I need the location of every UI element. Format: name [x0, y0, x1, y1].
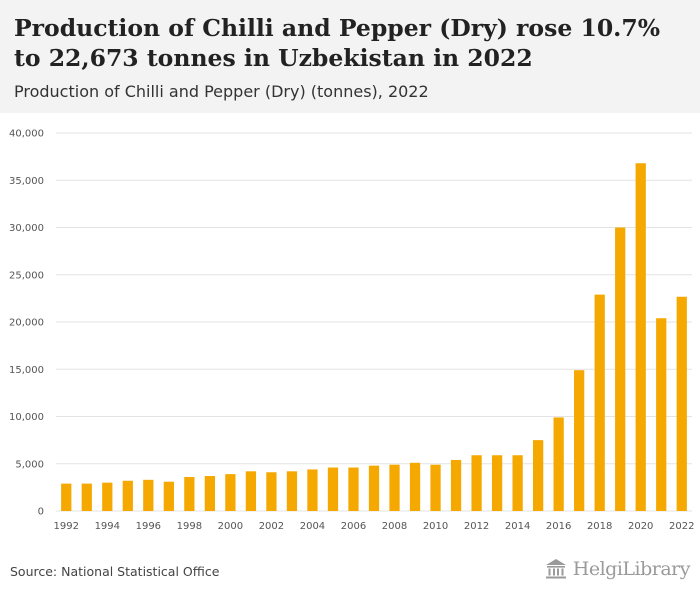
y-tick-label: 10,000 [9, 412, 44, 423]
bar-1994 [102, 482, 113, 511]
grid-lines [56, 132, 692, 512]
bar-2002 [266, 472, 277, 511]
bar-2021 [656, 318, 667, 511]
x-tick-label: 2012 [464, 521, 489, 532]
bar-1995 [122, 480, 133, 511]
bar-2016 [553, 417, 564, 511]
chart-footer: Source: National Statistical Office Helg… [0, 554, 700, 590]
bar-2020 [635, 163, 646, 512]
bar-1998 [184, 476, 195, 511]
bar-2001 [245, 471, 257, 511]
y-tick-label: 0 [38, 507, 44, 518]
bar-2011 [450, 459, 462, 511]
chart-header: Production of Chilli and Pepper (Dry) ro… [0, 0, 700, 113]
y-tick-label: 15,000 [9, 365, 44, 376]
y-tick-label: 40,000 [9, 129, 44, 140]
bar-2012 [471, 455, 482, 511]
y-axis-tick-labels: 0 5,000 10,000 15,000 20,000 25,000 30,000 35,0… [9, 129, 44, 518]
bar-2019 [615, 227, 626, 511]
x-tick-label: 1994 [95, 521, 120, 532]
y-tick-label: 30,000 [9, 223, 44, 234]
bar-2004 [307, 469, 318, 511]
brand-logo: HelgiLibrary [544, 558, 691, 580]
x-tick-label: 2020 [628, 521, 653, 532]
x-tick-label: 1998 [177, 521, 202, 532]
chart-subtitle: Production of Chilli and Pepper (Dry) (t… [14, 82, 429, 101]
bar-2000 [225, 474, 236, 511]
x-tick-label: 2000 [218, 521, 243, 532]
bar-1996 [143, 479, 154, 511]
bar-2010 [430, 464, 441, 511]
library-building-icon [544, 558, 568, 580]
bar-2022 [676, 296, 687, 511]
bars [61, 163, 687, 512]
x-tick-label: 1992 [54, 521, 79, 532]
bar-1993 [81, 483, 92, 511]
bar-chart: 0 5,000 10,000 15,000 20,000 25,000 30,000 35,0… [9, 129, 695, 533]
bar-2015 [533, 440, 544, 511]
y-tick-label: 20,000 [9, 318, 44, 329]
source-note: Source: National Statistical Office [10, 564, 220, 579]
y-tick-label: 25,000 [9, 270, 44, 281]
x-tick-label: 2022 [669, 521, 694, 532]
x-tick-label: 2002 [259, 521, 284, 532]
bar-2003 [286, 471, 298, 511]
x-tick-label: 2018 [587, 521, 612, 532]
brand-name: HelgiLibrary [572, 558, 691, 580]
bar-2013 [491, 455, 503, 511]
bar-1992 [61, 483, 72, 511]
y-tick-label: 5,000 [15, 459, 44, 470]
x-tick-label: 2004 [300, 521, 325, 532]
x-tick-label: 2014 [505, 521, 530, 532]
bar-2008 [389, 464, 400, 511]
x-tick-label: 1996 [136, 521, 161, 532]
x-tick-label: 2006 [341, 521, 366, 532]
chart-area: 0 5,000 10,000 15,000 20,000 25,000 30,000 35,0… [0, 113, 700, 543]
bar-2014 [512, 455, 523, 511]
bar-1997 [163, 481, 174, 511]
bar-1999 [204, 476, 215, 511]
chart-title: Production of Chilli and Pepper (Dry) ro… [14, 14, 661, 72]
x-tick-label: 2016 [546, 521, 571, 532]
bar-2009 [409, 462, 421, 511]
bar-2018 [594, 294, 605, 511]
x-tick-label: 2010 [423, 521, 448, 532]
bar-2005 [327, 467, 339, 511]
x-axis-tick-labels: 1992 1994 1996 1998 2000 2002 2004 2006 2008 2010… [54, 521, 695, 532]
bar-2007 [368, 465, 380, 511]
y-tick-label: 35,000 [9, 176, 44, 187]
bar-2006 [348, 467, 359, 511]
x-tick-label: 2008 [382, 521, 407, 532]
bar-2017 [574, 370, 585, 511]
